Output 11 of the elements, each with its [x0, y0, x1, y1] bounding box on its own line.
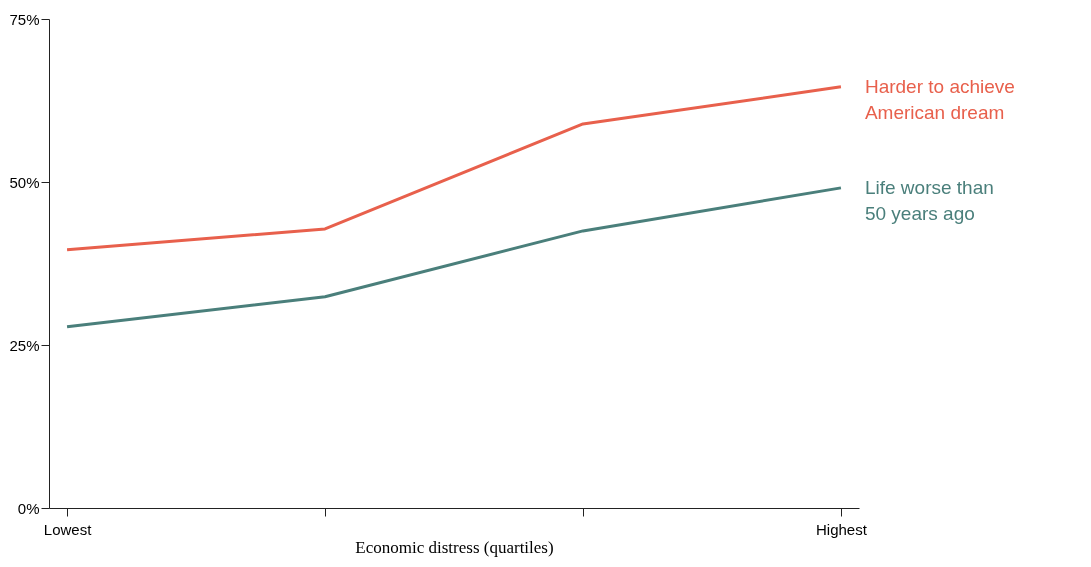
y-tick-label: 75%: [9, 10, 40, 28]
series-label: Harder to achieve American dream: [864, 75, 1015, 123]
x-tick-label: Lowest: [43, 520, 93, 538]
x-axis-title: Economic distress (quartiles): [355, 537, 554, 557]
x-tick-label: Highest: [816, 520, 868, 538]
line-series: [65, 186, 843, 329]
y-tick-label: 0%: [17, 499, 40, 517]
y-tick-label: 25%: [9, 336, 40, 354]
y-tick-label: 50%: [9, 173, 40, 191]
series-label: Life worse than 50 years ago: [864, 176, 994, 224]
line-series: [65, 85, 843, 252]
